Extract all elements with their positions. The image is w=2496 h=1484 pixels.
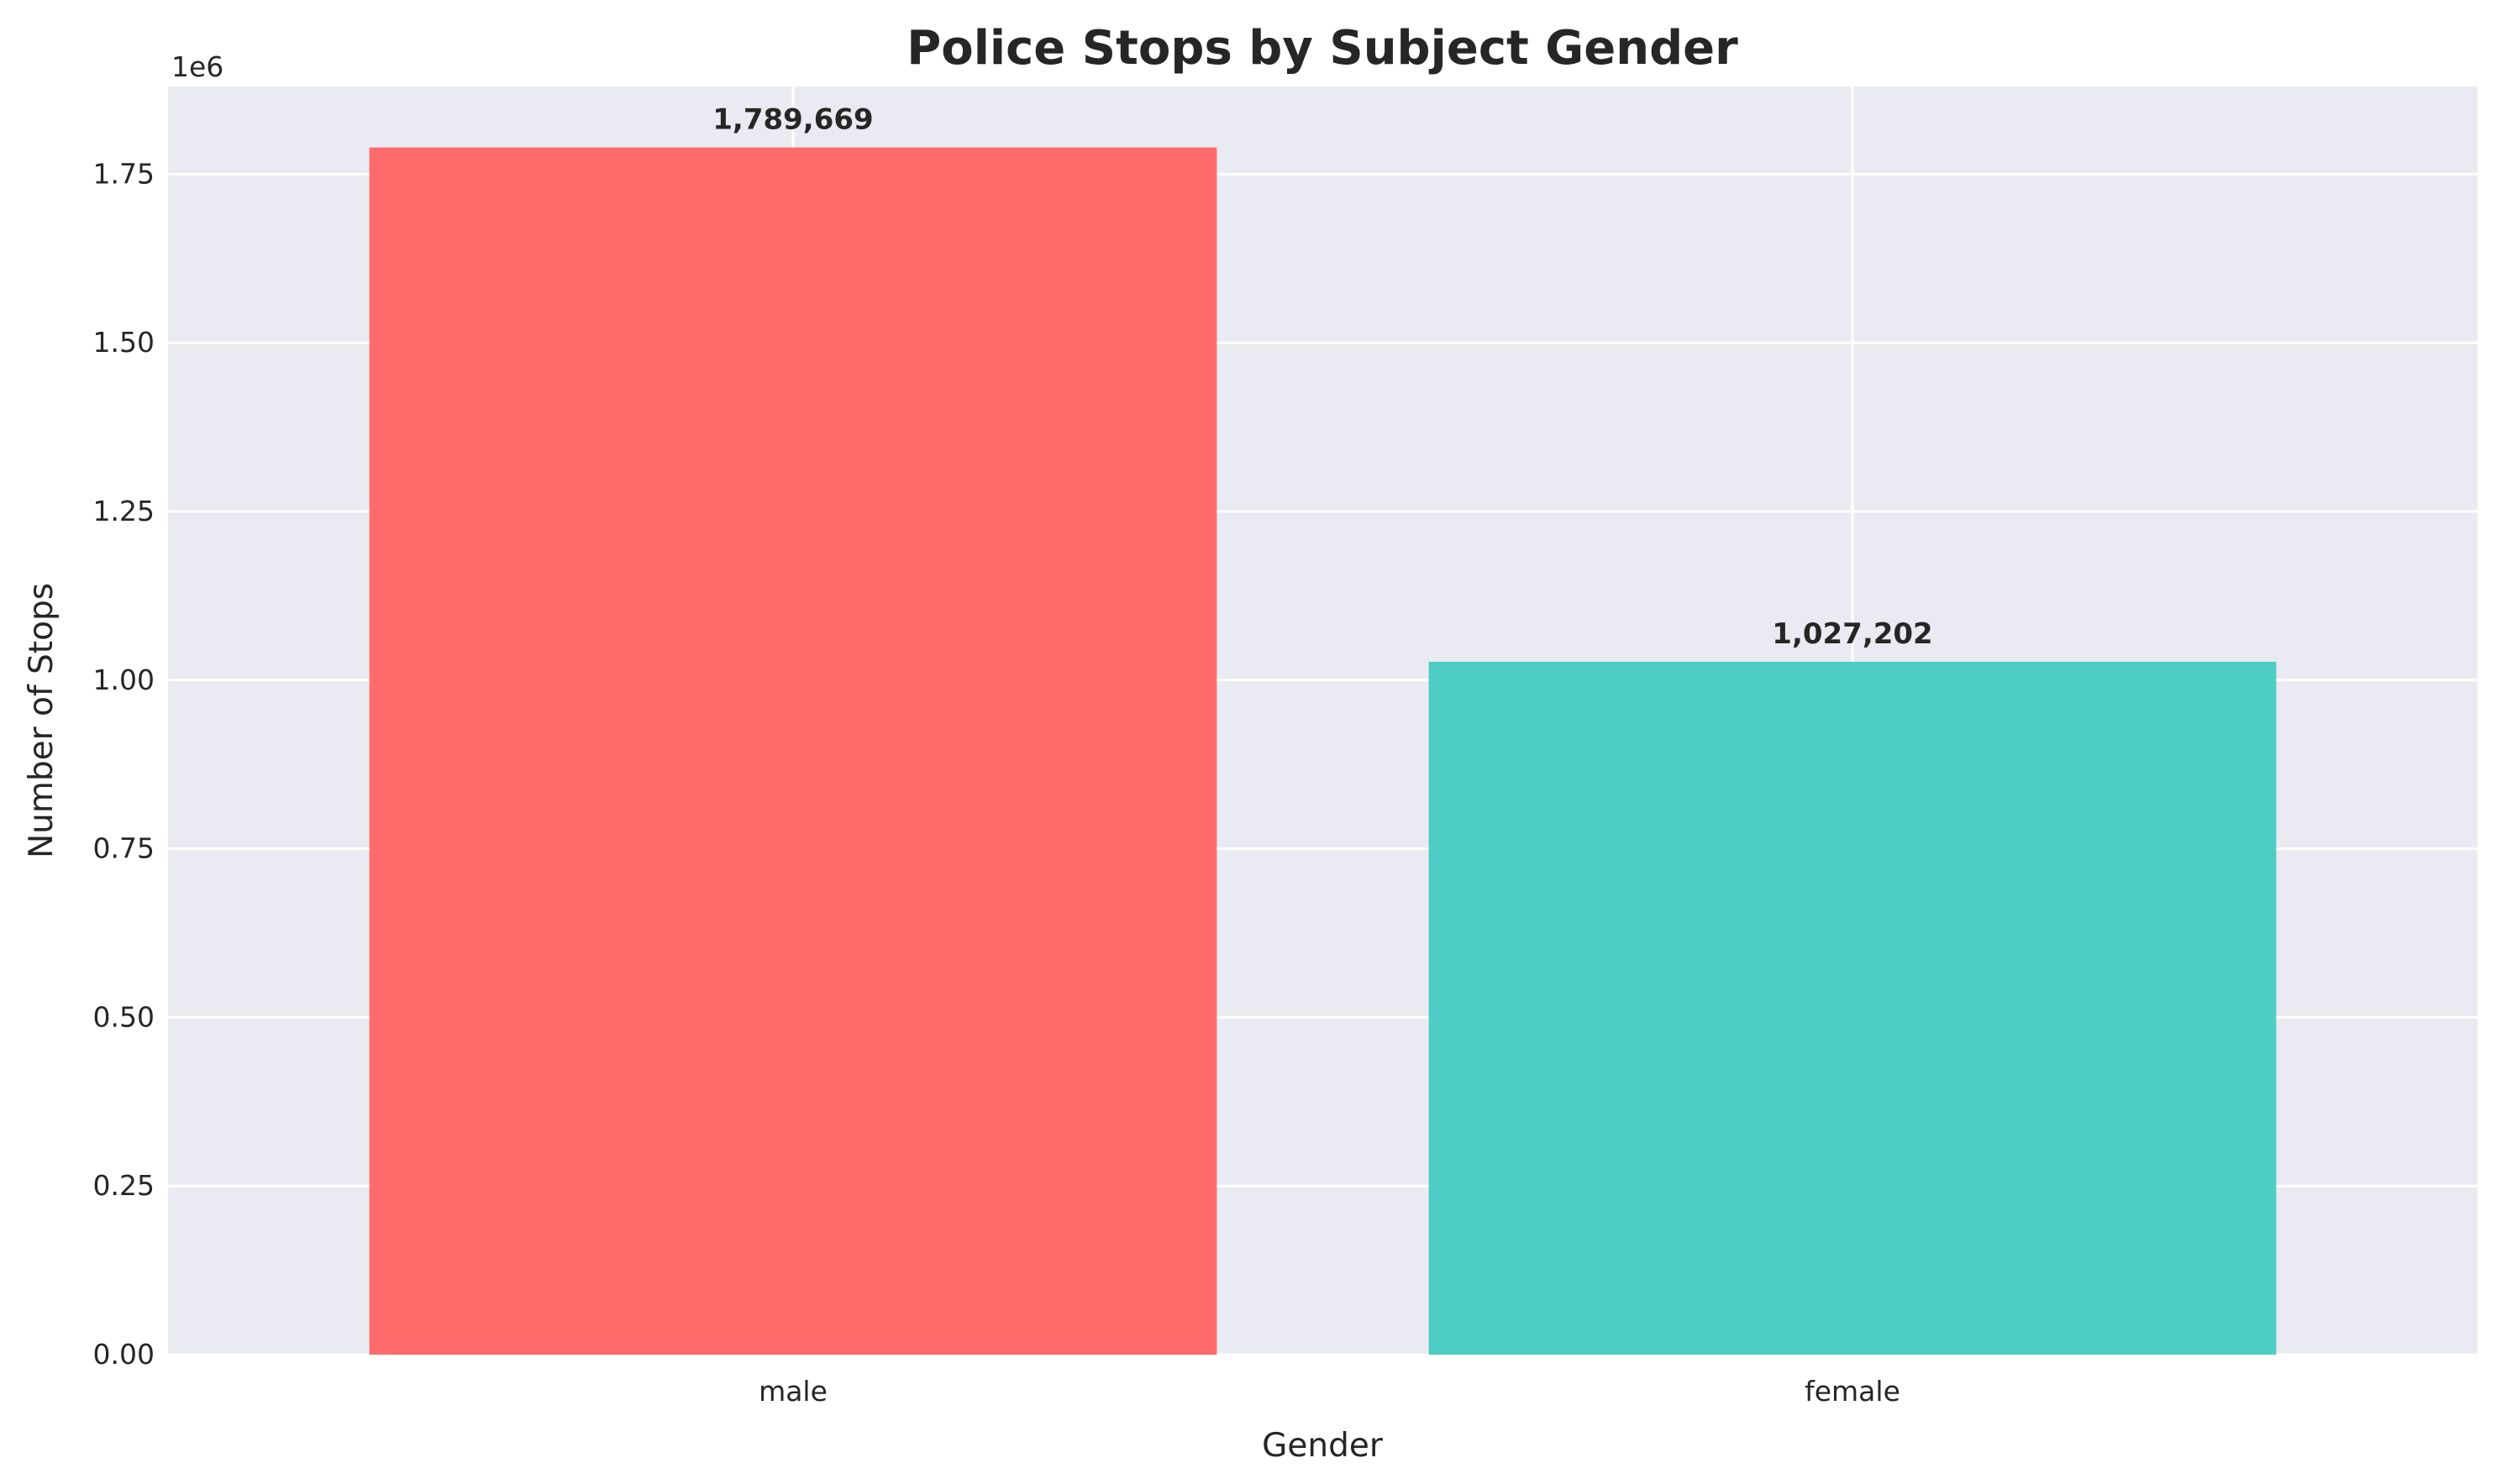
bar-male — [369, 147, 1217, 1355]
chart-title: Police Stops by Subject Gender — [906, 21, 1738, 76]
x-tick-label-female: female — [1805, 1375, 1900, 1408]
y-tick-label: 1.25 — [93, 495, 155, 527]
y-tick-label: 1.75 — [93, 157, 155, 190]
y-tick-label: 0.50 — [93, 1000, 155, 1033]
bars — [369, 147, 2277, 1355]
y-tick-label: 0.25 — [93, 1169, 155, 1202]
y-tick-label: 0.75 — [93, 832, 155, 865]
y-tick-label: 0.00 — [93, 1338, 155, 1371]
bar-female — [1428, 661, 2277, 1355]
data-labels: 1,789,669 1,027,202 — [712, 103, 1932, 651]
y-axis-ticks: 0.00 0.25 0.50 0.75 1.00 1.25 1.50 1.75 — [93, 157, 155, 1371]
x-tick-label-male: male — [759, 1375, 828, 1408]
y-offset-label: 1e6 — [171, 50, 223, 83]
y-tick-label: 1.50 — [93, 326, 155, 359]
y-axis-label: Number of Stops — [23, 583, 60, 858]
data-label-male: 1,789,669 — [712, 103, 873, 137]
x-axis-label: Gender — [1262, 1427, 1384, 1465]
y-tick-label: 1.00 — [93, 663, 155, 696]
x-axis-ticks: male female — [759, 1375, 1900, 1408]
data-label-female: 1,027,202 — [1772, 617, 1932, 651]
